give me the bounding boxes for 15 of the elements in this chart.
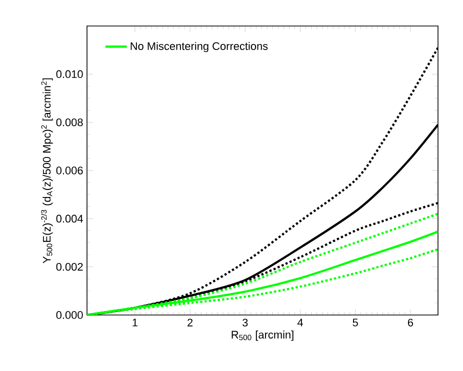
- x-tick-label: 4: [297, 318, 303, 326]
- x-tick-label: 5: [352, 318, 358, 326]
- x-tick-label: 6: [408, 318, 414, 326]
- x-tick-label: 2: [188, 318, 193, 326]
- text: Y$_{500}$E(z)$^{-2/3}$ (d$_{A}$(z)/500 Mpc)$^{2}$ [arcmin$^{2}$]: [41, 78, 53, 264]
- y-tick-label: 0.006: [56, 166, 83, 174]
- legend-label: No Miscentering Corrections: [130, 42, 268, 52]
- x-tick-label: 3: [242, 318, 248, 326]
- x-tick-label: 1: [132, 318, 138, 326]
- y-tick-label: 0.004: [56, 214, 83, 223]
- x-axis-title: R$_{500}$ [arcmin]: [232, 330, 294, 341]
- y-tick-label: 0.008: [56, 118, 83, 126]
- y-tick-label: 0.010: [56, 70, 83, 78]
- y-tick-label: 0.002: [56, 262, 83, 271]
- y-tick-label: 0.000: [56, 311, 83, 319]
